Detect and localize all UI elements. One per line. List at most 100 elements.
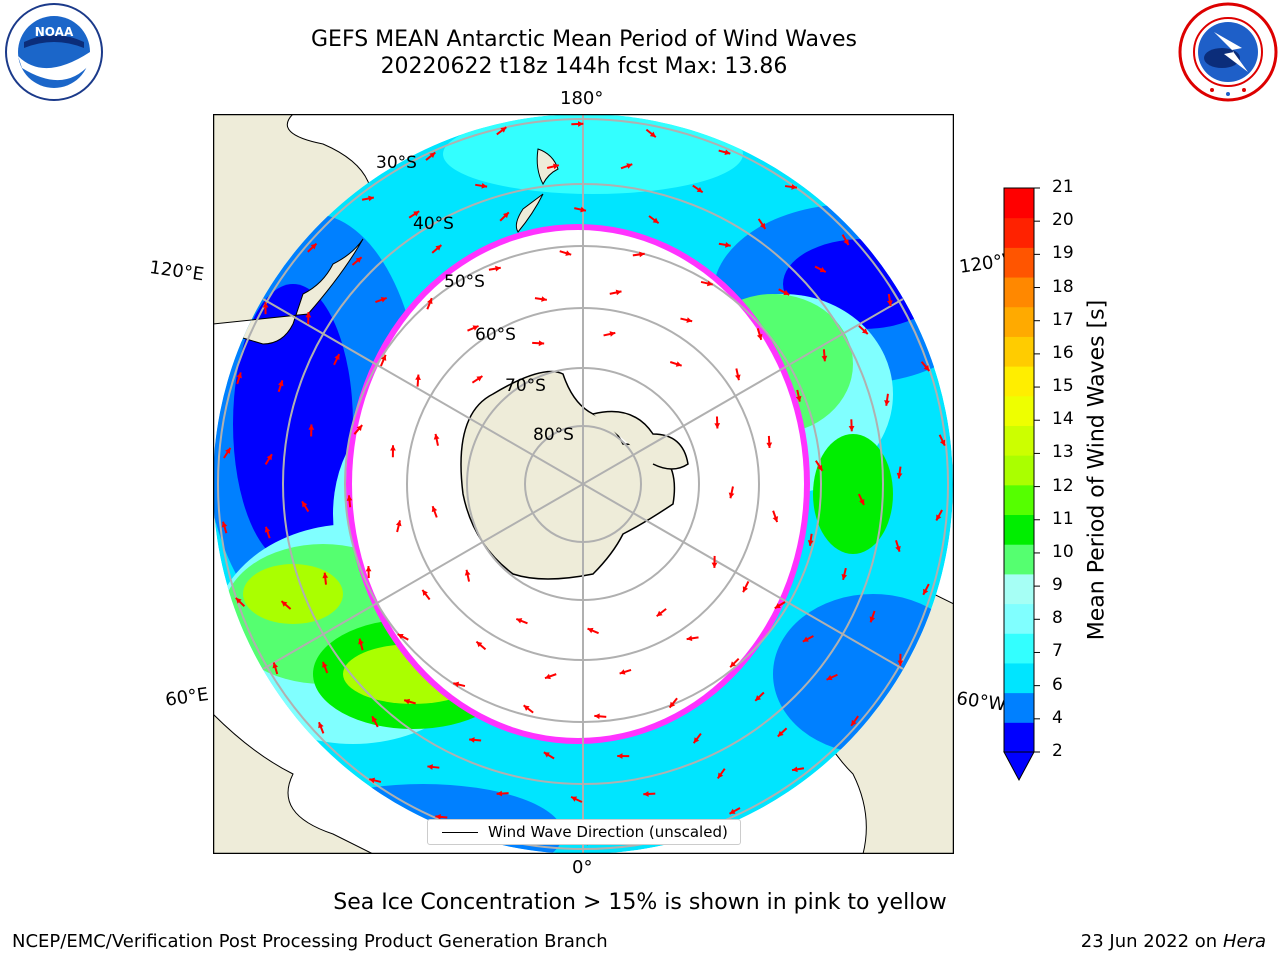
wind-wave-arrow-head: [500, 127, 507, 133]
wind-wave-arrow-head: [711, 562, 718, 568]
lat-label-60s: 60°S: [475, 325, 516, 345]
map-legend: Wind Wave Direction (unscaled): [427, 819, 741, 845]
wind-wave-arrow-head: [939, 439, 946, 446]
colorbar-bin: [1004, 425, 1034, 456]
wind-wave-arrow-head: [395, 520, 402, 527]
wind-wave-arrow-head: [422, 589, 428, 596]
meridian-label-180: 180°: [560, 88, 604, 109]
colorbar-tick-label: 15: [1052, 376, 1074, 397]
colorbar-tick-label: 8: [1052, 608, 1063, 629]
colorbar-tick-label: 12: [1052, 475, 1074, 496]
wind-wave-arrow-head: [236, 372, 242, 379]
wind-wave-arrow-head: [310, 243, 317, 250]
wind-wave-arrow-head: [481, 182, 488, 189]
wind-wave-arrow-head: [807, 540, 814, 546]
wind-wave-arrow-head: [696, 186, 703, 193]
wind-wave-arrow-head: [516, 618, 523, 624]
wind-wave-arrow-head: [923, 365, 930, 371]
colorbar-tick-label: 16: [1052, 342, 1074, 363]
wind-wave-arrows: [221, 121, 946, 846]
colorbar-bin: [1004, 633, 1034, 664]
wind-wave-arrow-head: [669, 701, 676, 708]
colorbar-label: Mean Period of Wind Waves [s]: [1084, 299, 1110, 641]
wind-wave-arrow-head: [859, 498, 865, 505]
wind-wave-arrow-head: [427, 298, 433, 305]
wind-wave-arrow-head: [365, 566, 372, 572]
colorbar-bin: [1004, 514, 1034, 545]
wind-wave-arrow-head: [706, 280, 713, 287]
colorbar-tick-label: 14: [1052, 409, 1074, 430]
colorbar-bin: [1004, 603, 1034, 634]
wind-wave-arrow-head: [235, 597, 242, 604]
wind-wave-arrow-head: [571, 796, 578, 802]
lat-label-40s: 40°S: [413, 214, 454, 234]
footer-date-text: 23 Jun 2022 on: [1080, 931, 1218, 952]
wind-wave-arrow-head: [346, 495, 353, 501]
wind-wave-arrow-head: [783, 289, 790, 295]
wind-wave-arrow-head: [356, 425, 363, 431]
wind-wave-arrow-head: [453, 681, 460, 688]
wind-wave-arrow-head: [431, 506, 438, 513]
colorbar-bin: [1004, 573, 1034, 605]
colorbar-tick-label: 4: [1052, 707, 1063, 728]
footer-date: 23 Jun 2022 on Hera: [1081, 931, 1266, 952]
wave-period-field: [213, 114, 953, 854]
wind-wave-arrow-head: [281, 601, 288, 607]
wind-wave-arrow-head: [264, 526, 271, 533]
wind-wave-arrow-head: [895, 545, 901, 552]
nws-logo: [1178, 2, 1278, 102]
wind-wave-arrow-head: [262, 302, 269, 308]
wind-wave-arrow-head: [322, 572, 329, 579]
colorbar-tick-label: 21: [1052, 177, 1074, 197]
chart-title: GEFS MEAN Antarctic Mean Period of Wind …: [311, 27, 857, 52]
wind-wave-arrow-head: [334, 354, 340, 361]
wind-wave-arrow-head: [714, 423, 721, 429]
wind-wave-arrow-head: [358, 638, 364, 645]
noaa-logo: NOAA: [5, 3, 103, 101]
wind-wave-arrow-head: [819, 267, 826, 273]
wind-wave-arrow-head: [609, 331, 616, 337]
wind-wave-arrow-head: [791, 184, 797, 190]
colorbar-bin: [1004, 306, 1034, 337]
colorbar-tick-label: 7: [1052, 641, 1063, 662]
wind-wave-arrow-head: [278, 380, 284, 387]
wind-wave-arrow-head: [626, 163, 633, 169]
wind-wave-arrow-head: [580, 206, 586, 213]
colorbar-bin: [1004, 217, 1034, 248]
meridian-label-120e: 120°E: [148, 257, 206, 286]
wind-wave-arrow-head: [495, 265, 501, 272]
wind-wave-arrow-head: [759, 222, 766, 229]
wind-wave-arrow-head: [594, 713, 600, 720]
wind-wave-arrow-head: [308, 424, 315, 430]
colorbar-tick-label: 19: [1052, 243, 1074, 264]
wind-wave-arrow-head: [429, 152, 436, 159]
wind-wave-arrow-head: [639, 251, 645, 258]
wind-wave-arrow-head: [503, 212, 509, 219]
wind-wave-arrow-head: [734, 374, 741, 381]
wind-wave-arrow-head: [652, 217, 659, 224]
wind-wave-arrow-head: [802, 636, 809, 642]
wind-wave-arrow-head: [476, 641, 483, 648]
wind-wave-arrow-head: [643, 791, 649, 797]
wind-wave-arrow-head: [686, 317, 693, 323]
graticule: [217, 114, 949, 854]
wind-wave-arrow-head: [433, 433, 440, 440]
colorbar-tick-label: 13: [1052, 442, 1074, 463]
wind-wave-arrow-head: [756, 333, 763, 340]
wind-wave-arrow-head: [544, 673, 551, 680]
colorbar-bin: [1004, 484, 1034, 516]
wind-wave-arrow-head: [861, 328, 868, 335]
wind-wave-arrow-head: [649, 131, 656, 138]
colorbar-bin: [1004, 662, 1034, 694]
wind-wave-arrow-head: [821, 355, 828, 362]
wind-wave-arrow-head: [755, 695, 762, 701]
wind-wave-arrow-head: [302, 501, 308, 508]
wind-wave-arrow-head: [380, 354, 387, 361]
colorbar-bin: [1004, 455, 1034, 486]
wind-wave-arrow-head: [435, 813, 441, 820]
wind-wave-arrow-head: [923, 588, 929, 595]
chart-subtitle: 20220622 t18z 144h fcst Max: 13.86: [380, 54, 788, 79]
wind-wave-arrow-head: [355, 257, 362, 263]
wind-wave-arrow-head: [427, 764, 433, 770]
wind-wave-arrow-head: [826, 674, 833, 681]
